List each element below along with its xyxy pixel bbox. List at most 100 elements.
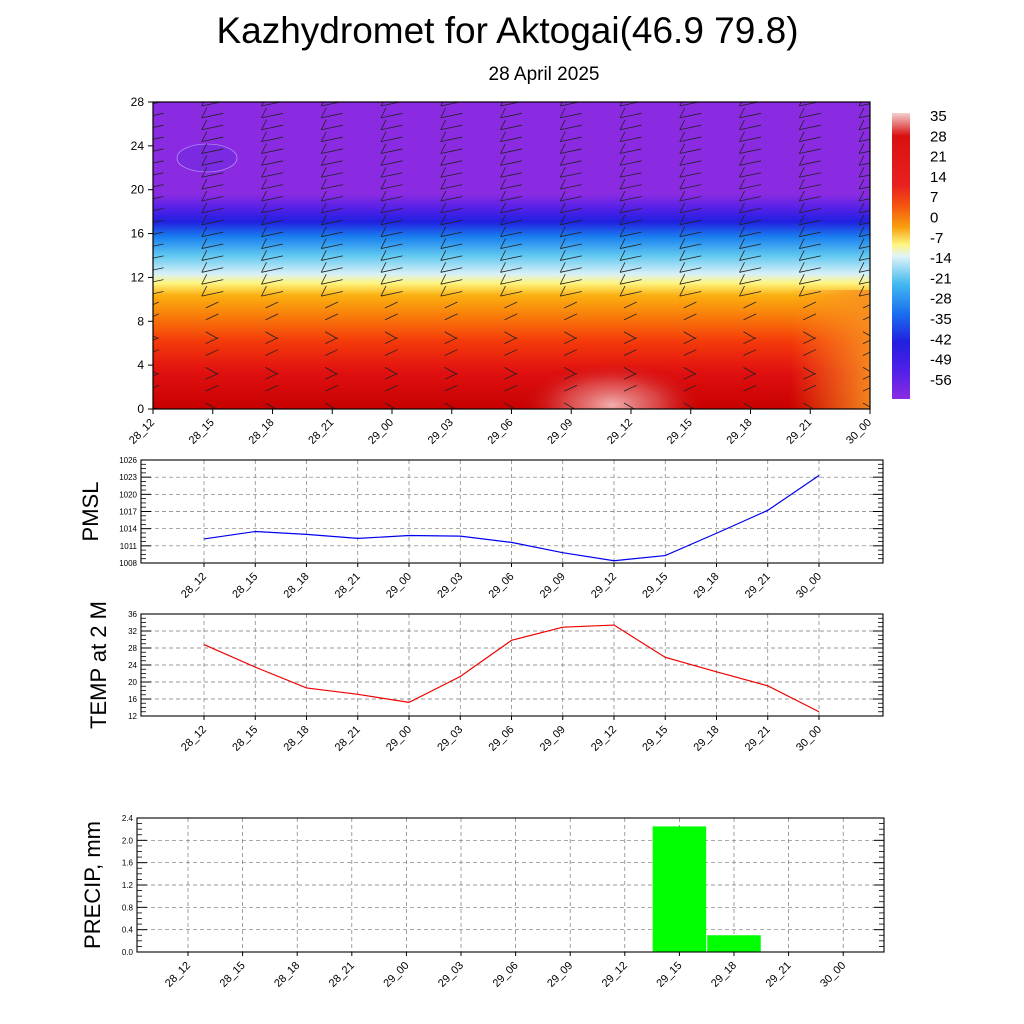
wind-barb bbox=[799, 124, 821, 131]
x-tick-label: 28_12 bbox=[179, 571, 209, 601]
wind-barb-feather bbox=[559, 155, 566, 166]
wind-barb-feather bbox=[858, 238, 865, 249]
wind-barb-feather bbox=[380, 202, 387, 214]
wind-barb-feather bbox=[201, 238, 208, 249]
heatmap-hotspot bbox=[517, 360, 707, 409]
wind-barb bbox=[201, 172, 224, 178]
wind-barb-feather bbox=[559, 202, 566, 214]
wind-barb-feather bbox=[739, 107, 745, 119]
wind-barb-feather bbox=[440, 262, 447, 273]
wind-barb-feather bbox=[201, 178, 208, 190]
wind-barb bbox=[153, 255, 164, 259]
x-tick-label: 28_18 bbox=[272, 960, 302, 990]
heatmap-xtick-label: 30_00 bbox=[844, 417, 874, 447]
wind-barb bbox=[560, 184, 582, 190]
wind-barb bbox=[679, 207, 702, 214]
wind-barb bbox=[153, 172, 164, 176]
wind-barb bbox=[261, 136, 284, 143]
wind-barb-feather bbox=[261, 285, 267, 297]
wind-barb bbox=[683, 349, 697, 356]
wind-barb-feather bbox=[500, 119, 506, 130]
wind-barb-feather bbox=[261, 274, 267, 285]
wind-barb-feather bbox=[440, 226, 447, 237]
wind-barb bbox=[440, 112, 463, 119]
colorbar-label: 0 bbox=[930, 210, 938, 227]
wind-barb-feather bbox=[320, 214, 327, 225]
wind-barb-feather bbox=[320, 143, 327, 154]
wind-barb bbox=[862, 304, 870, 309]
heatmap-ytick-label: 16 bbox=[131, 227, 145, 241]
wind-barb-feather bbox=[679, 143, 686, 154]
wind-barb bbox=[261, 219, 284, 226]
wind-barb bbox=[862, 339, 870, 344]
wind-barb bbox=[679, 219, 702, 226]
wind-barb bbox=[380, 255, 403, 261]
wind-barb-feather bbox=[440, 250, 447, 261]
wind-barb bbox=[261, 291, 284, 297]
x-tick-label: 29_18 bbox=[692, 571, 722, 601]
wind-barb bbox=[560, 255, 582, 261]
wind-barb-feather bbox=[679, 155, 686, 166]
y-axis-title: TEMP at 2 M bbox=[86, 601, 111, 729]
heatmap-xtick-label: 29_12 bbox=[605, 417, 635, 447]
wind-barb-feather bbox=[142, 108, 147, 118]
wind-barb bbox=[261, 196, 284, 202]
wind-barb bbox=[679, 255, 702, 261]
wind-barb-feather bbox=[142, 155, 147, 165]
wind-barb-feather bbox=[320, 155, 327, 166]
heatmap-ytick-label: 12 bbox=[131, 270, 145, 284]
wind-barb-feather bbox=[201, 190, 208, 202]
wind-barb bbox=[380, 231, 403, 238]
wind-barb-feather bbox=[380, 285, 387, 297]
wind-barb bbox=[500, 255, 523, 261]
wind-barb-feather bbox=[500, 214, 506, 225]
wind-barb bbox=[321, 243, 343, 249]
wind-barb bbox=[440, 160, 463, 166]
wind-barb-feather bbox=[798, 274, 805, 285]
wind-barb bbox=[799, 112, 821, 119]
wind-barb bbox=[564, 349, 578, 356]
wind-barb bbox=[444, 301, 458, 309]
wind-barb bbox=[679, 136, 702, 143]
wind-barb-feather bbox=[380, 167, 387, 178]
wind-barb bbox=[564, 313, 578, 321]
wind-barb bbox=[325, 384, 339, 392]
wind-barb bbox=[500, 112, 523, 119]
wind-barb bbox=[500, 291, 523, 297]
wind-barb-feather bbox=[320, 226, 327, 237]
wind-barb bbox=[679, 231, 702, 238]
wind-barb bbox=[504, 301, 518, 309]
wind-barb-feather bbox=[440, 155, 447, 166]
wind-barb bbox=[205, 367, 219, 375]
wind-barb bbox=[500, 219, 523, 226]
wind-barb-feather bbox=[440, 274, 447, 285]
heatmap-xtick-label: 28_21 bbox=[306, 417, 336, 447]
wind-barb-feather bbox=[679, 190, 686, 202]
wind-barb-feather bbox=[559, 143, 566, 154]
wind-barb bbox=[265, 384, 279, 392]
wind-barb bbox=[564, 367, 577, 375]
wind-barb-feather bbox=[500, 226, 506, 237]
wind-barb bbox=[799, 207, 821, 214]
wind-barb bbox=[799, 172, 821, 178]
x-tick-label: 28_12 bbox=[163, 960, 193, 990]
wind-barb bbox=[444, 313, 458, 321]
wind-barb-feather bbox=[380, 262, 387, 273]
wind-barb-feather bbox=[858, 285, 865, 297]
wind-barb-feather bbox=[559, 102, 563, 107]
wind-barb bbox=[325, 313, 339, 321]
wind-barb bbox=[619, 160, 642, 166]
wind-barb bbox=[153, 124, 164, 128]
wind-barb-feather bbox=[440, 167, 447, 178]
y-tick-label: 1011 bbox=[120, 542, 138, 551]
wind-barb bbox=[560, 207, 582, 214]
precip-chart: 0.0 0.4 0.8 1.2 1.6 2.0 2.4 28_12 28_15 28_18 28_2… bbox=[80, 814, 885, 990]
y-tick-label: 1026 bbox=[119, 456, 137, 465]
wind-barb-feather bbox=[500, 178, 506, 190]
wind-barb bbox=[325, 331, 338, 340]
page-subtitle: 28 April 2025 bbox=[488, 64, 600, 85]
wind-barb bbox=[623, 337, 637, 344]
wind-barb bbox=[619, 255, 642, 261]
wind-barb bbox=[862, 402, 870, 408]
y-tick-label: 1020 bbox=[119, 490, 137, 499]
